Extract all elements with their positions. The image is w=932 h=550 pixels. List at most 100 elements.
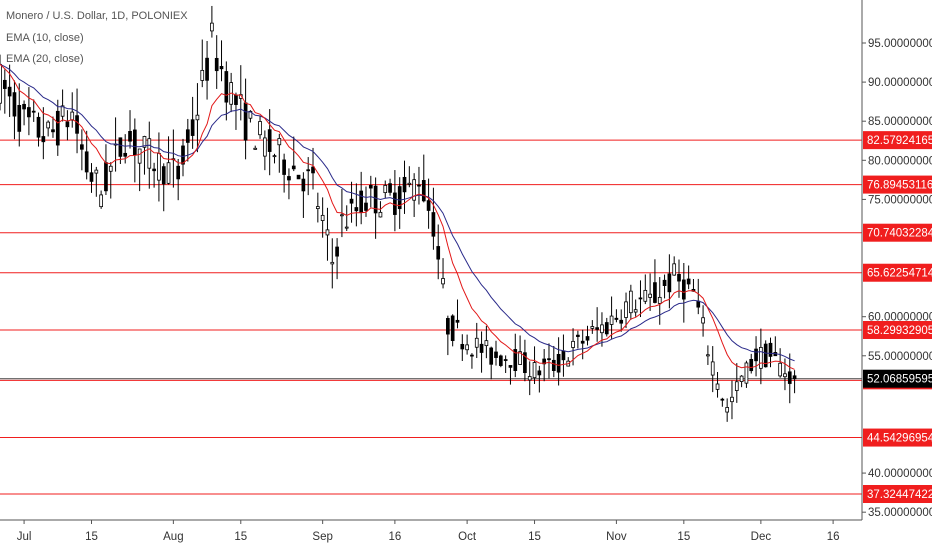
- candle-body: [118, 137, 123, 157]
- candle-body: [210, 22, 214, 32]
- candle-body: [55, 110, 60, 146]
- last-price-label-bg: [863, 369, 932, 388]
- candle-body: [354, 207, 359, 212]
- price-tick-label: 55.00000000: [868, 351, 932, 363]
- candle-body: [532, 362, 537, 379]
- time-tick-label: 15: [234, 531, 247, 543]
- candle-body: [643, 289, 648, 302]
- candle-body: [609, 315, 614, 325]
- horizontal-levels: [0, 139, 862, 495]
- candle-body: [407, 182, 412, 185]
- candle-body: [200, 69, 205, 81]
- candle-body: [417, 184, 421, 187]
- candle-body: [489, 347, 494, 365]
- candle-body: [364, 202, 368, 211]
- candle-body: [378, 211, 383, 218]
- candle-body: [556, 353, 561, 373]
- candle-body: [730, 396, 734, 403]
- time-tick-label: Sep: [312, 531, 332, 543]
- candle-body: [195, 114, 200, 121]
- symbol-title: Monero / U.S. Dollar, 1D, POLONIEX: [6, 10, 188, 22]
- candle-body: [662, 279, 667, 286]
- candle-body: [590, 326, 595, 329]
- candle-body: [657, 296, 662, 304]
- candle-body: [759, 347, 763, 369]
- candle-body: [561, 350, 566, 361]
- level-label: 44.54296954: [867, 433, 932, 445]
- candle-body: [653, 282, 657, 303]
- candle-body: [749, 358, 754, 372]
- time-tick-label: 15: [85, 531, 98, 543]
- candle-body: [368, 184, 373, 189]
- candle-body: [248, 110, 253, 119]
- candle-body: [287, 176, 291, 181]
- candle-body: [340, 214, 344, 217]
- level-labels: 82.57924165 76.89453116 70.74032284 65.6225…: [863, 131, 932, 504]
- candle-body: [604, 322, 609, 335]
- candle-body: [619, 319, 624, 324]
- candle-body: [470, 354, 474, 357]
- candle-body: [388, 183, 392, 193]
- candle-body: [75, 115, 79, 134]
- candle-body: [624, 301, 628, 318]
- candle-body: [311, 166, 315, 174]
- candle-body: [12, 92, 17, 117]
- candle-body: [455, 319, 460, 323]
- candle-body: [460, 343, 465, 350]
- candle-body: [253, 147, 258, 150]
- candle-body: [291, 165, 296, 170]
- candle-body: [65, 121, 70, 128]
- candle-body: [710, 361, 715, 376]
- time-tick-label: Aug: [163, 531, 183, 543]
- candle-body: [161, 166, 166, 185]
- candle-body: [349, 198, 354, 204]
- price-tick-label: 80.00000000: [868, 155, 932, 167]
- candle-body: [176, 165, 181, 180]
- candle-body: [301, 178, 306, 192]
- candle-body: [494, 351, 498, 358]
- level-label-bg: [863, 131, 932, 150]
- candle-body: [267, 129, 272, 152]
- candle-body: [224, 71, 229, 103]
- candle-body: [272, 155, 277, 158]
- time-tick-label: Nov: [606, 531, 627, 543]
- price-axis[interactable]: 95.00000000 90.00000000 85.00000000 80.0000…: [862, 38, 932, 519]
- level-label-bg: [863, 223, 932, 242]
- candle-body: [60, 105, 65, 117]
- level-label: 70.74032284: [867, 228, 932, 240]
- candle-body: [571, 340, 575, 348]
- candle-body: [70, 111, 75, 121]
- candle-body: [412, 179, 416, 201]
- candle-body: [263, 137, 267, 157]
- candle-body: [426, 200, 431, 211]
- time-tick-label: Oct: [458, 531, 477, 543]
- candle-body: [2, 79, 7, 89]
- candle-body: [46, 121, 51, 129]
- candle-body: [181, 145, 185, 165]
- candle-body: [104, 162, 108, 192]
- candle-body: [778, 362, 782, 377]
- ema-fast-legend: EMA (10, close): [6, 32, 84, 44]
- candle-body: [600, 324, 604, 334]
- time-axis[interactable]: Jul 15 Aug 15 Sep 16 Oct 15 Nov 15 Dec 16: [17, 520, 840, 543]
- candle-body: [142, 136, 147, 148]
- candle-body: [465, 344, 469, 351]
- last-price-label: 52.06859595: [867, 374, 932, 386]
- price-tick-label: 40.00000000: [868, 468, 932, 480]
- ema-slow-legend: EMA (20, close): [6, 53, 84, 65]
- candle-body: [518, 351, 522, 365]
- candle-body: [542, 358, 547, 365]
- candle-body: [31, 110, 36, 113]
- ema-fast-line: [0, 63, 795, 370]
- candle-body: [633, 309, 638, 313]
- time-tick-label: 16: [827, 531, 840, 543]
- candle-body: [137, 148, 142, 164]
- candle-body: [754, 348, 758, 362]
- level-label: 76.89453116: [867, 180, 932, 192]
- candle-body: [359, 190, 364, 213]
- candle-body: [672, 263, 677, 276]
- candle-body: [686, 278, 691, 285]
- level-label-bg: [863, 320, 932, 339]
- candle-body: [205, 57, 209, 81]
